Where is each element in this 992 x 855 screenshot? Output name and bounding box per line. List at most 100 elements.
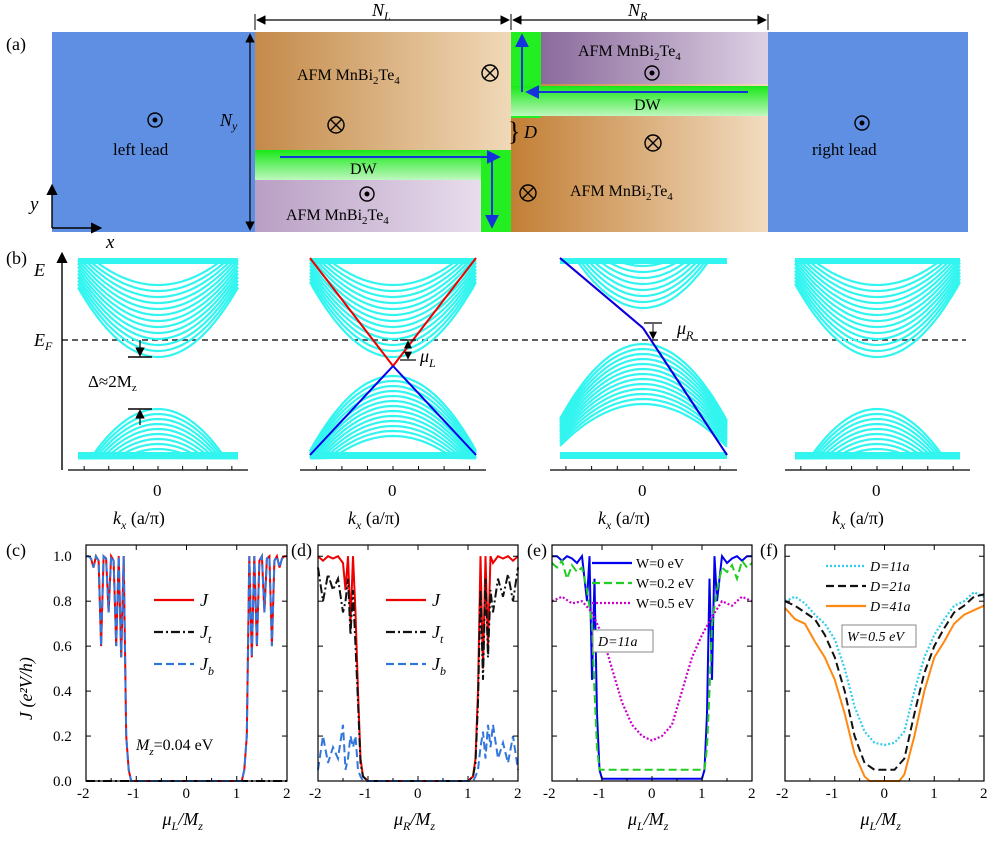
- valence-band: [78, 417, 238, 460]
- band-cap-top: [310, 258, 476, 264]
- valence-band: [795, 412, 960, 460]
- valence-band: [559, 372, 728, 435]
- conduction-band: [310, 258, 476, 305]
- panel-label-e: (e): [527, 540, 547, 561]
- x-tick-label: -1: [593, 786, 606, 802]
- valence-band: [795, 417, 960, 460]
- panel-label-d: (d): [291, 540, 312, 561]
- x-axis-label: μL/Mz: [860, 809, 902, 833]
- conduction-band: [794, 275, 961, 347]
- valence-band: [559, 377, 728, 437]
- conduction-band: [794, 278, 961, 353]
- out-of-plane-icon: [644, 65, 660, 81]
- legend-label: D=11a: [869, 560, 910, 575]
- valence-band: [309, 399, 477, 460]
- conduction-band: [77, 269, 239, 329]
- valence-band: [309, 389, 477, 459]
- x-tick-label: 2: [748, 786, 756, 802]
- valence-band: [559, 402, 728, 448]
- valence-band: [559, 357, 728, 428]
- legend-label: D=21a: [869, 580, 911, 595]
- panel-a: (a) NL NR Ny } D AFM MnBi2Te4: [6, 0, 968, 253]
- edge-state-red: [309, 257, 394, 367]
- series-line: [317, 554, 519, 782]
- series-line: [551, 558, 753, 771]
- conduction-band: [77, 279, 239, 347]
- conduction-band: [77, 266, 239, 323]
- conduction-band: [794, 271, 961, 341]
- band-cap-bottom: [795, 452, 960, 459]
- left-lead-label: left lead: [113, 140, 169, 159]
- x-tick-label: 1: [698, 786, 706, 802]
- valence-band: [309, 374, 477, 452]
- panel-b: (b) E EF Δ≈2Mz μL μR 0kx (a/π)0kx (a/π)0…: [6, 248, 970, 532]
- k-zero-label: 0: [872, 481, 881, 500]
- axis-x-label: x: [105, 232, 115, 253]
- conduction-band: [309, 271, 477, 341]
- right-lead-region: [768, 32, 968, 232]
- legend-label: Jb: [432, 654, 446, 678]
- y-tick-label: 0.0: [53, 774, 72, 790]
- legend-label: Jt: [200, 622, 212, 646]
- x-tick-label: -1: [826, 786, 839, 802]
- x-tick-label: 1: [930, 786, 938, 802]
- x-tick-label: -2: [776, 786, 789, 802]
- conduction-band: [78, 258, 238, 287]
- conduction-band: [794, 265, 961, 329]
- x-axis-label: μR/Mz: [393, 809, 435, 833]
- into-plane-icon: [327, 116, 345, 134]
- x-tick-label: 0: [183, 786, 191, 802]
- transport-chart: -2 -1 0 1 2 0.0 0.2 0.4 0.6 0.8 1.0 μL/Mz: [53, 544, 291, 833]
- band-panel: [794, 258, 961, 460]
- fermi-label: EF: [33, 330, 53, 353]
- valence-band: [310, 429, 476, 460]
- band-cap-top: [560, 258, 727, 264]
- conduction-band: [795, 258, 960, 299]
- into-plane-icon: [481, 64, 499, 82]
- conduction-band: [560, 258, 727, 304]
- conduction-band: [310, 258, 476, 287]
- y-tick-label: 0.2: [53, 729, 72, 745]
- conduction-band: [309, 265, 477, 329]
- x-tick-label: -2: [543, 786, 556, 802]
- afm-label-right-top: AFM MnBi2Te4: [578, 43, 681, 63]
- conduction-band: [310, 258, 476, 299]
- x-tick-label: 0: [881, 786, 889, 802]
- legend-label: J: [200, 590, 209, 610]
- y-tick-label: 0.4: [53, 684, 72, 700]
- conduction-band: [77, 258, 239, 305]
- valence-band: [310, 409, 476, 460]
- conduction-band: [560, 258, 727, 298]
- mul-label: μL: [419, 346, 436, 370]
- dw-left: [255, 150, 495, 180]
- y-tick-label: 1.0: [53, 549, 72, 565]
- band-cap-top: [795, 258, 960, 264]
- conduction-band: [794, 259, 961, 317]
- conduction-band: [77, 283, 239, 353]
- valence-band: [310, 419, 476, 460]
- panel-label-b: (b): [6, 248, 27, 269]
- transport-chart: -2 -1 0 1 2 μL/Mz: [543, 544, 756, 833]
- y-tick-label: 0.6: [53, 639, 72, 655]
- valence-band: [559, 362, 728, 431]
- k-zero-label: 0: [388, 481, 397, 500]
- conduction-band: [309, 268, 477, 335]
- edge-state-blue: [642, 327, 728, 456]
- y-tick-label: 0.8: [53, 594, 72, 610]
- x-axis-label: μL/Mz: [162, 809, 204, 833]
- legend-label: J: [432, 590, 441, 610]
- out-of-plane-icon: [147, 112, 163, 128]
- kx-axis-label: kx (a/π): [598, 508, 650, 532]
- annotation-box: [592, 629, 654, 653]
- ny-label: Ny: [219, 110, 238, 133]
- annotation-text: D=11a: [597, 635, 638, 650]
- band-cap-top: [78, 258, 238, 264]
- into-plane-icon: [519, 184, 537, 202]
- transport-chart: -2 -1 0 1 2 μR/Mz: [309, 544, 522, 833]
- afm-label-left-bottom: AFM MnBi2Te4: [286, 207, 389, 227]
- magnetization-symbols: [147, 64, 870, 202]
- x-tick-label: -1: [359, 786, 372, 802]
- legend-label: D=41a: [869, 600, 911, 615]
- kx-axis-label: kx (a/π): [348, 508, 400, 532]
- afm-left-top: [255, 32, 511, 154]
